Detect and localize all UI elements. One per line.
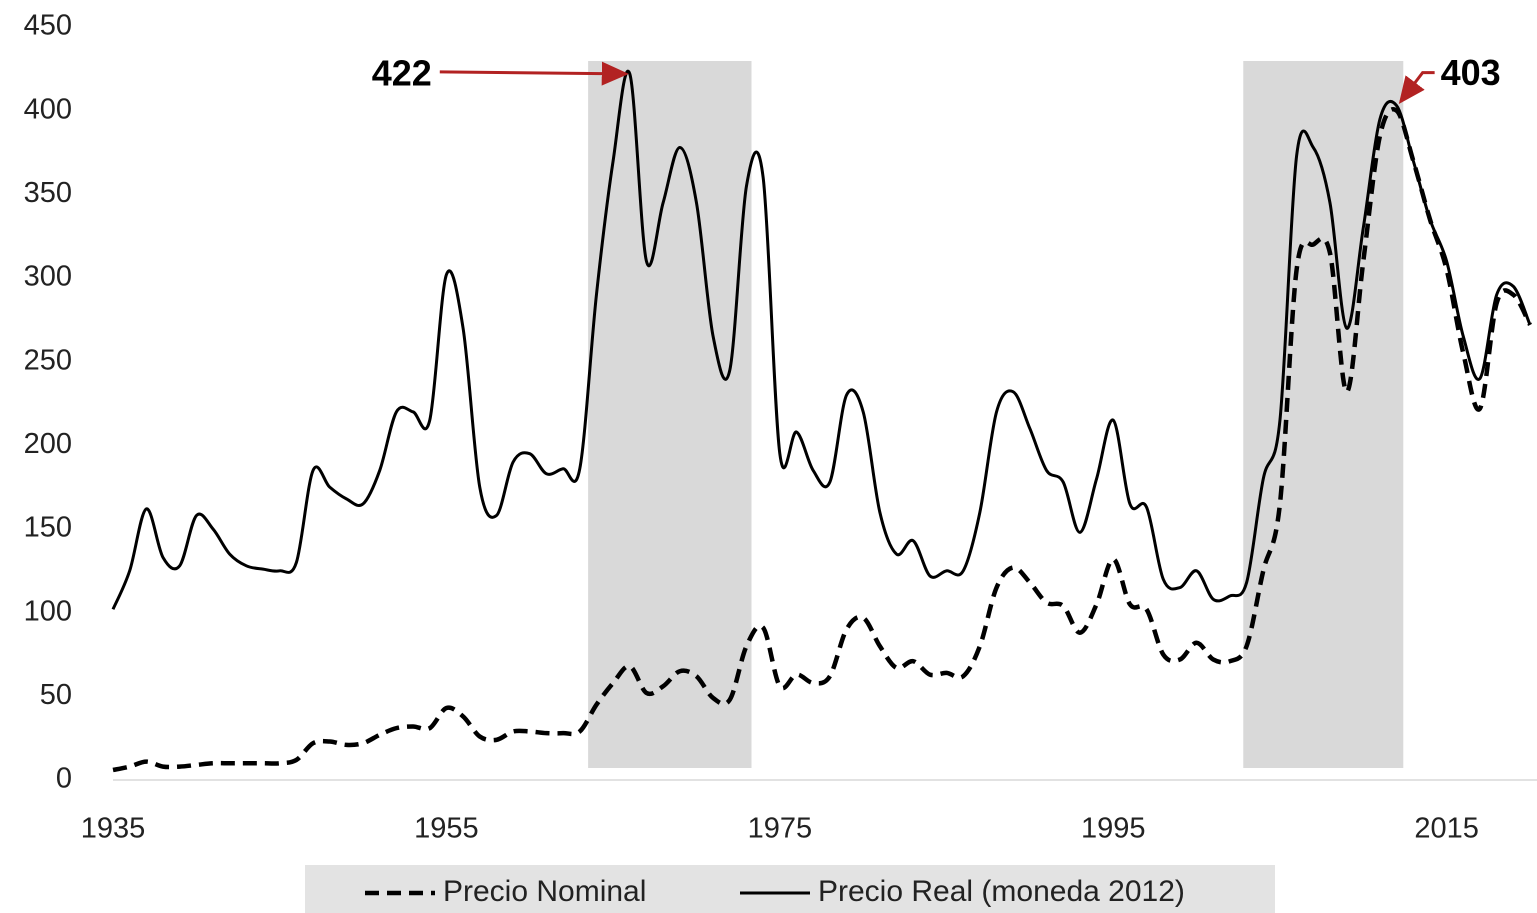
annotation-label: 403: [1441, 52, 1501, 93]
y-tick-label: 350: [24, 177, 72, 209]
legend-box: [305, 865, 1275, 913]
y-tick-label: 300: [24, 261, 72, 293]
y-tick-label: 0: [56, 763, 72, 795]
x-tick-label: 1935: [81, 813, 146, 845]
data-line: [111, 69, 1532, 610]
data-line: [112, 107, 1533, 773]
x-tick-label: 1995: [1081, 813, 1146, 845]
shaded-region: [1243, 61, 1404, 768]
legend-label: Precio Nominal: [443, 875, 646, 908]
x-tick-label: 2015: [1414, 813, 1479, 845]
x-tick-label: 1975: [748, 813, 813, 845]
x-tick-label: 1955: [414, 813, 479, 845]
annotation-arrow: [1398, 71, 1435, 105]
y-tick-label: 50: [40, 679, 72, 711]
legend-label: Precio Real (moneda 2012): [818, 875, 1185, 908]
y-tick-label: 450: [24, 10, 72, 42]
annotation-label: 422: [372, 52, 432, 93]
y-tick-label: 200: [24, 428, 72, 460]
y-tick-label: 400: [24, 93, 72, 125]
annotation-arrow: [439, 61, 629, 86]
y-tick-label: 150: [24, 512, 72, 544]
y-tick-label: 250: [24, 344, 72, 376]
y-tick-label: 100: [24, 595, 72, 627]
